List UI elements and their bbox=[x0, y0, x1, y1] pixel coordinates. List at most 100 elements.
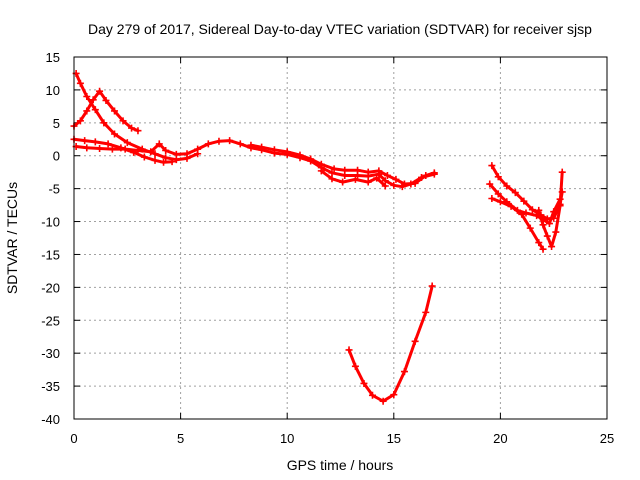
data-point bbox=[134, 146, 142, 154]
y-tick-label: 10 bbox=[46, 83, 60, 98]
data-point bbox=[411, 179, 419, 187]
data-point bbox=[160, 158, 168, 166]
tick-labels: 0 5 10 15 20 25 15 10 5 0 -5 -10 -15 -20 -25 -30 -35 -40 bbox=[41, 50, 614, 446]
data-point bbox=[91, 138, 99, 146]
data-point bbox=[354, 166, 362, 174]
data-point bbox=[81, 137, 89, 145]
grid bbox=[74, 57, 607, 419]
y-tick-label: -20 bbox=[41, 280, 60, 295]
data-point bbox=[411, 337, 419, 345]
data-point bbox=[100, 119, 108, 127]
data-point bbox=[183, 150, 191, 158]
data-point bbox=[226, 137, 234, 145]
data-point bbox=[486, 180, 494, 188]
data-point bbox=[204, 140, 212, 148]
data-point bbox=[147, 148, 155, 156]
y-tick-label: 0 bbox=[53, 149, 60, 164]
data-point bbox=[172, 150, 180, 158]
data-point bbox=[528, 206, 536, 214]
data-point bbox=[558, 168, 566, 176]
x-tick-label: 15 bbox=[387, 431, 401, 446]
data-point bbox=[539, 221, 547, 229]
data-point bbox=[76, 79, 84, 87]
data-point bbox=[236, 140, 244, 148]
data-point bbox=[552, 228, 560, 236]
series-track-j bbox=[488, 195, 547, 253]
data-point bbox=[194, 145, 202, 153]
data-point bbox=[328, 169, 336, 177]
data-point bbox=[422, 171, 430, 179]
series-line bbox=[72, 89, 140, 133]
data-point bbox=[119, 117, 127, 125]
data-point bbox=[102, 96, 110, 104]
data-point bbox=[400, 368, 408, 376]
series-line bbox=[347, 284, 434, 403]
data-point bbox=[151, 156, 159, 164]
data-point bbox=[76, 117, 84, 125]
data-point bbox=[351, 362, 359, 370]
x-tick-label: 5 bbox=[177, 431, 184, 446]
data-point bbox=[535, 206, 543, 214]
data-point bbox=[364, 168, 372, 176]
y-tick-label: -5 bbox=[48, 182, 60, 197]
data-point bbox=[526, 224, 534, 232]
data-point bbox=[155, 140, 163, 148]
x-tick-label: 20 bbox=[493, 431, 507, 446]
data-point bbox=[89, 96, 97, 104]
data-point bbox=[428, 282, 436, 290]
y-tick-label: -40 bbox=[41, 412, 60, 427]
data-point bbox=[392, 175, 400, 183]
series-track-e bbox=[247, 141, 438, 188]
data-point bbox=[341, 166, 349, 174]
series-line bbox=[74, 139, 436, 189]
data-point bbox=[328, 175, 336, 183]
data-point bbox=[351, 175, 359, 183]
data-point bbox=[494, 190, 502, 198]
y-tick-label: 15 bbox=[46, 50, 60, 65]
data-point bbox=[111, 107, 119, 115]
data-point bbox=[121, 145, 129, 153]
data-point bbox=[330, 165, 338, 173]
data-point bbox=[422, 308, 430, 316]
data-point bbox=[381, 182, 389, 190]
data-point bbox=[390, 181, 398, 189]
data-point bbox=[91, 106, 99, 114]
data-point bbox=[520, 197, 528, 205]
data-point bbox=[96, 144, 104, 152]
data-point bbox=[247, 141, 255, 149]
data-point bbox=[535, 239, 543, 247]
data-point bbox=[545, 220, 553, 228]
data-point bbox=[548, 243, 556, 251]
data-point bbox=[511, 189, 519, 197]
data-point bbox=[111, 130, 119, 138]
x-tick-label: 10 bbox=[280, 431, 294, 446]
data-point bbox=[128, 124, 136, 132]
data-point bbox=[488, 162, 496, 170]
data-point bbox=[134, 127, 142, 135]
data-point bbox=[375, 167, 383, 175]
data-point bbox=[360, 379, 368, 387]
data-point bbox=[83, 107, 91, 115]
y-tick-label: -15 bbox=[41, 247, 60, 262]
data-point bbox=[162, 154, 170, 162]
data-point bbox=[140, 153, 148, 161]
data-point bbox=[162, 146, 170, 154]
y-tick-label: -30 bbox=[41, 346, 60, 361]
data-point bbox=[215, 137, 223, 145]
data-point bbox=[488, 195, 496, 203]
data-point bbox=[507, 202, 515, 210]
data-point bbox=[270, 146, 278, 154]
data-point bbox=[104, 140, 112, 148]
x-tick-label: 25 bbox=[600, 431, 614, 446]
data-point bbox=[494, 173, 502, 181]
data-point bbox=[503, 182, 511, 190]
series-track-f bbox=[317, 167, 389, 190]
data-point bbox=[496, 198, 504, 206]
data-point bbox=[296, 151, 304, 159]
y-tick-label: -35 bbox=[41, 379, 60, 394]
series-line bbox=[488, 182, 562, 225]
data-point bbox=[368, 391, 376, 399]
data-point bbox=[168, 158, 176, 166]
data-point bbox=[543, 232, 551, 240]
series-track-g bbox=[345, 282, 436, 405]
